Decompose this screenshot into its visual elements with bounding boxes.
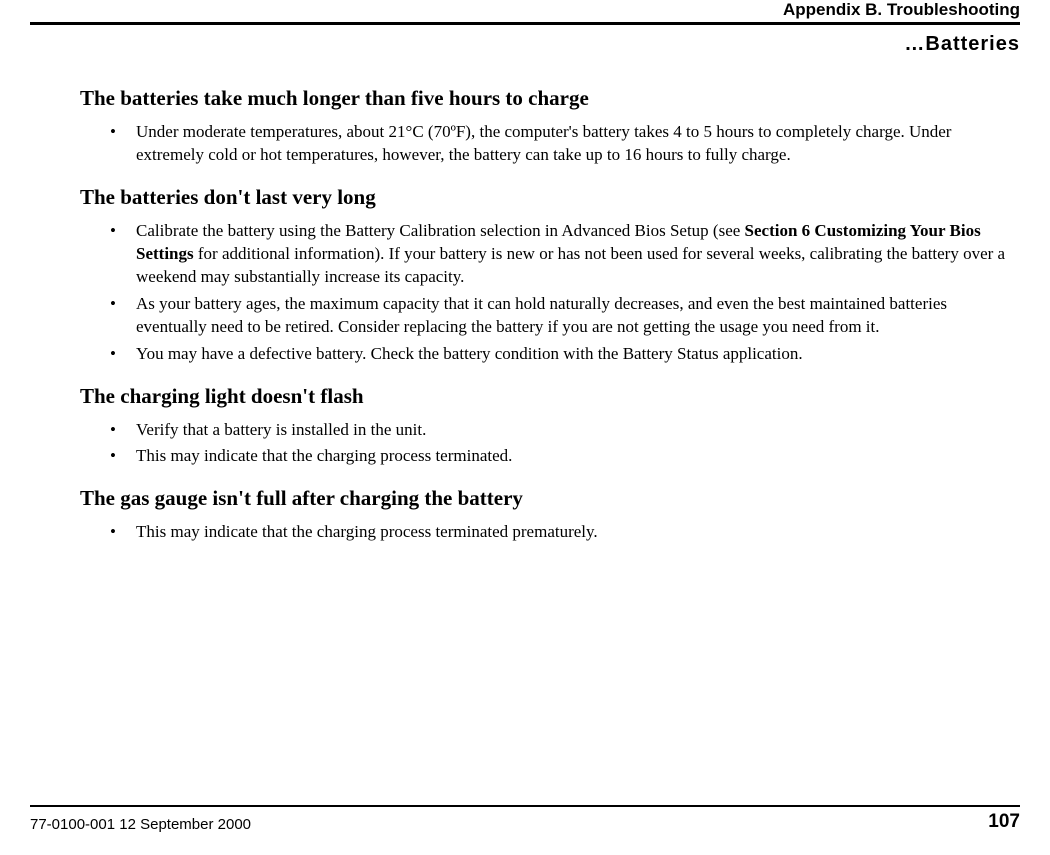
subhead-battery-life: The batteries don't last very long: [80, 185, 1010, 210]
bullet-list: Calibrate the battery using the Battery …: [80, 220, 1010, 366]
list-item: Verify that a battery is installed in th…: [110, 419, 1010, 442]
doc-id-date: 77-0100-001 12 September 2000: [30, 816, 251, 833]
bullet-list: Verify that a battery is installed in th…: [80, 419, 1010, 469]
header-rule: [30, 22, 1020, 25]
text-span: for additional information). If your bat…: [136, 244, 1005, 286]
page-footer: 77-0100-001 12 September 2000 107: [30, 805, 1020, 833]
page-number: 107: [988, 811, 1020, 833]
footer-rule: [30, 805, 1020, 807]
bullet-list: Under moderate temperatures, about 21°C …: [80, 121, 1010, 167]
list-item: This may indicate that the charging proc…: [110, 445, 1010, 468]
subhead-gas-gauge: The gas gauge isn't full after charging …: [80, 486, 1010, 511]
list-item: Calibrate the battery using the Battery …: [110, 220, 1010, 289]
list-item: Under moderate temperatures, about 21°C …: [110, 121, 1010, 167]
appendix-title: Appendix B. Troubleshooting: [30, 0, 1020, 20]
page-content: The batteries take much longer than five…: [30, 86, 1020, 544]
subhead-charging-light: The charging light doesn't flash: [80, 384, 1010, 409]
subhead-charge-time: The batteries take much longer than five…: [80, 86, 1010, 111]
list-item: As your battery ages, the maximum capaci…: [110, 293, 1010, 339]
bullet-list: This may indicate that the charging proc…: [80, 521, 1010, 544]
section-continuation: …Batteries: [30, 33, 1020, 56]
list-item: This may indicate that the charging proc…: [110, 521, 1010, 544]
text-span: Calibrate the battery using the Battery …: [136, 221, 745, 240]
list-item: You may have a defective battery. Check …: [110, 343, 1010, 366]
